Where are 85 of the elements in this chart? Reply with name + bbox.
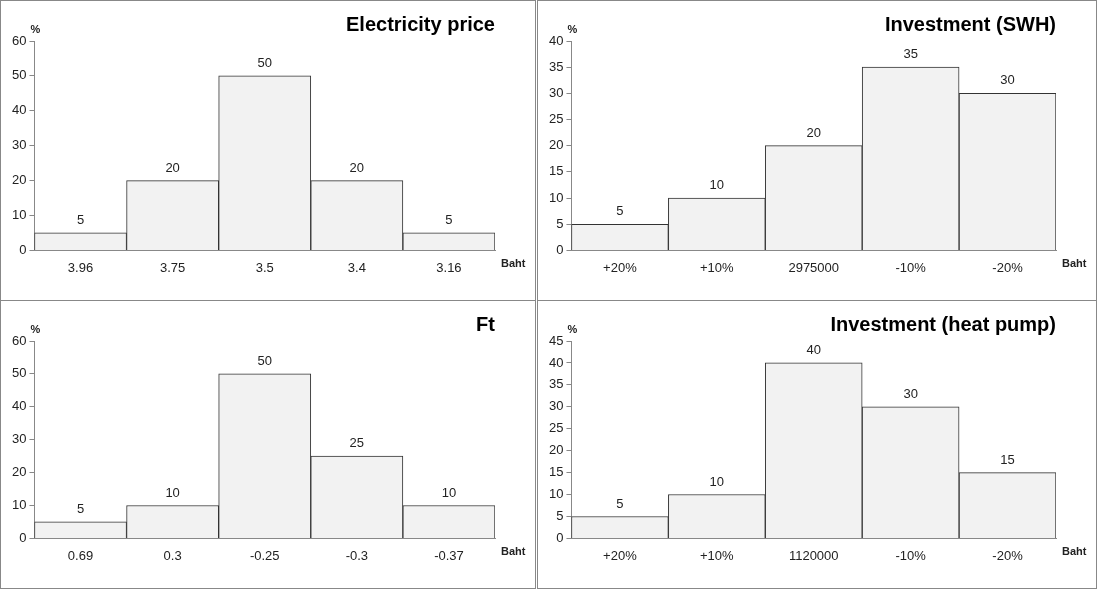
x-tick-label: 3.96 (67, 259, 94, 275)
x-axis-title: Baht (1062, 257, 1087, 270)
y-tick-label: 15 (548, 163, 564, 179)
y-tick-label: 30 (548, 84, 564, 100)
x-tick-label: 0.69 (67, 547, 94, 563)
y-tick-label: 60 (11, 332, 27, 348)
y-tick-label: 25 (548, 111, 564, 127)
data-label: 30 (1000, 72, 1015, 88)
y-tick-label: 0 (556, 529, 564, 545)
data-label: 5 (76, 212, 85, 228)
x-tick-label: -0.37 (434, 547, 464, 563)
y-tick-label: 30 (548, 398, 564, 414)
x-tick-label: -20% (992, 259, 1024, 275)
data-label: 5 (616, 203, 624, 219)
data-label: 40 (806, 342, 821, 358)
x-tick-label: 0.3 (163, 547, 182, 563)
y-tick-label: 0 (556, 241, 564, 257)
x-tick-label: 3.16 (436, 259, 462, 275)
data-label: 50 (257, 352, 272, 368)
y-tick-label: 45 (548, 332, 564, 348)
x-tick-label: -10% (895, 259, 927, 275)
data-label: 10 (441, 484, 457, 500)
data-label: 20 (165, 159, 180, 175)
y-tick-label: 5 (556, 508, 564, 524)
y-tick-label: 40 (548, 354, 564, 370)
y-tick-label: 35 (548, 376, 564, 392)
y-tick-label: 50 (11, 67, 27, 83)
y-tick-label: 10 (11, 497, 27, 513)
y-tick-label: 20 (11, 464, 27, 480)
y-axis-title: % (30, 22, 41, 35)
data-label: 5 (445, 212, 453, 228)
y-axis-title: % (567, 322, 578, 335)
chart-title: Ft (476, 312, 496, 335)
y-tick-label: 10 (11, 207, 27, 223)
y-tick-label: 40 (11, 102, 27, 118)
x-tick-label: -0.25 (249, 547, 280, 563)
y-tick-label: 35 (548, 58, 564, 74)
y-tick-label: 30 (11, 137, 27, 153)
data-label: 25 (349, 435, 365, 451)
x-tick-label: -0.3 (345, 547, 369, 563)
data-label: 10 (709, 177, 725, 193)
y-tick-label: 20 (548, 137, 564, 153)
x-tick-label: +20% (603, 547, 638, 563)
y-tick-label: 25 (548, 420, 564, 436)
y-tick-label: 5 (556, 215, 564, 231)
x-axis-title: Baht (1062, 545, 1087, 558)
y-tick-label: 15 (548, 464, 564, 480)
data-label: 30 (903, 385, 918, 401)
data-label: 35 (903, 46, 918, 62)
x-tick-label: 3.75 (159, 259, 186, 275)
x-axis-title: Baht (501, 545, 526, 558)
y-axis-title: % (567, 22, 578, 35)
x-axis-title: Baht (501, 257, 526, 270)
y-tick-label: 0 (19, 241, 27, 257)
x-tick-label: 3.5 (255, 259, 274, 275)
y-tick-label: 0 (19, 529, 27, 545)
y-tick-label: 30 (11, 431, 27, 447)
y-tick-label: 20 (548, 442, 564, 458)
chart-title: Investment (SWH) (884, 12, 1056, 35)
x-tick-label: 1120000 (788, 547, 839, 563)
chart-title: Investment (heat pump) (830, 312, 1056, 335)
y-tick-label: 60 (11, 32, 27, 48)
y-axis-title: % (30, 322, 41, 335)
data-label: 5 (76, 501, 85, 517)
y-tick-label: 50 (11, 365, 27, 381)
y-tick-label: 40 (548, 32, 564, 48)
data-label: 15 (1000, 451, 1015, 467)
data-label: 10 (709, 473, 725, 489)
data-label: 5 (616, 495, 624, 511)
x-tick-label: +10% (700, 259, 735, 275)
y-tick-label: 10 (548, 189, 564, 205)
y-tick-label: 20 (11, 172, 27, 188)
data-label: 20 (806, 124, 821, 140)
y-tick-label: 10 (548, 486, 564, 502)
y-tick-label: 40 (11, 398, 27, 414)
data-label: 50 (257, 54, 272, 70)
x-tick-label: -20% (992, 547, 1024, 563)
data-label: 10 (165, 484, 180, 500)
x-tick-label: +20% (603, 259, 638, 275)
data-label: 20 (349, 159, 365, 175)
x-tick-label: 2975000 (788, 259, 840, 275)
x-tick-label: +10% (700, 547, 735, 563)
x-tick-label: -10% (895, 547, 927, 563)
x-tick-label: 3.4 (347, 259, 366, 275)
chart-title: Electricity price (346, 12, 495, 35)
